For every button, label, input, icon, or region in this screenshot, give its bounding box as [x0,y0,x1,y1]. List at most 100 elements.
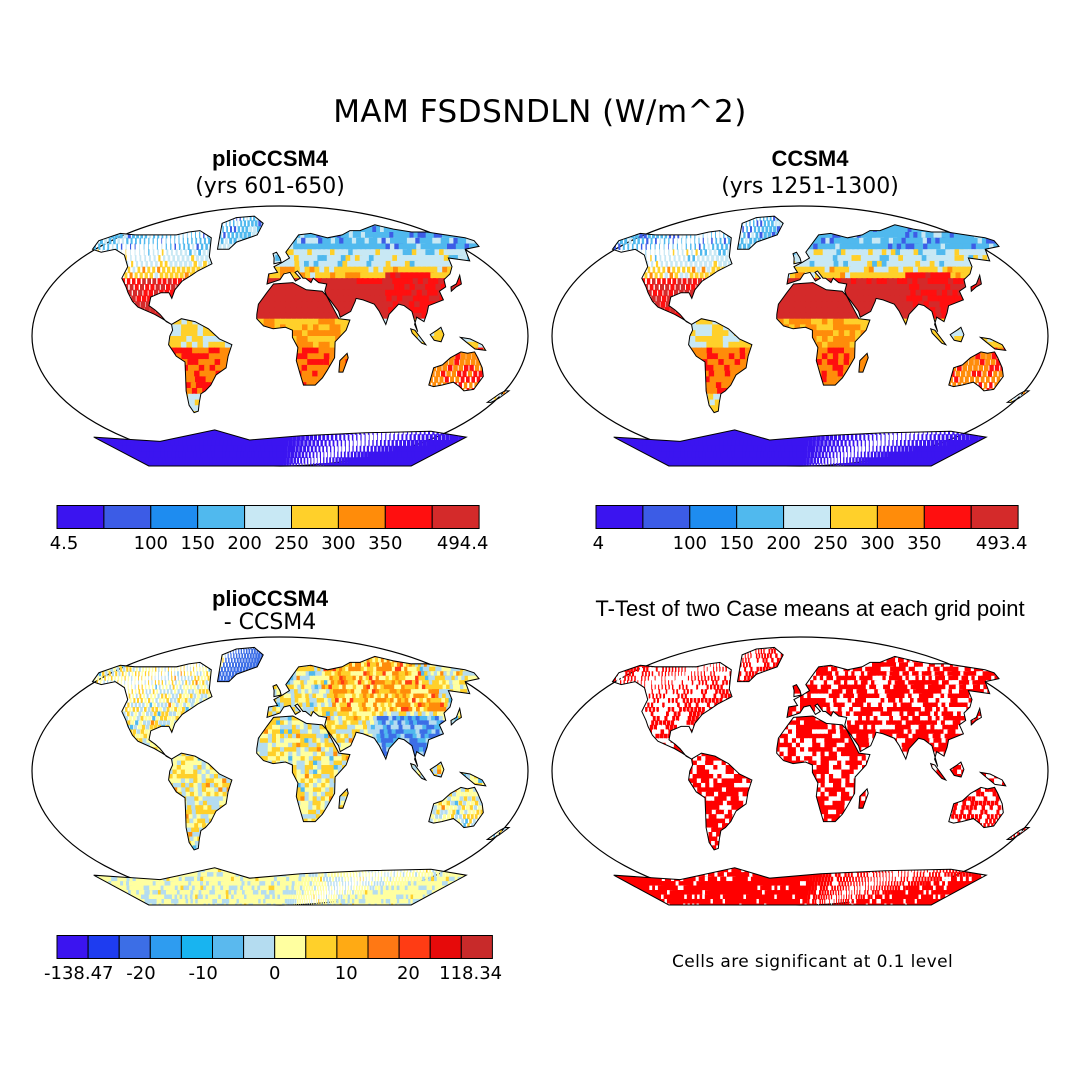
coastline-antarctica [93,867,468,906]
panel-tr-title: CCSM4 [540,146,1080,172]
coastline-sumatra [409,762,428,782]
colorbar-tick-label: -138.47 [44,963,113,984]
map-difference [31,636,529,906]
coastline-japan [450,706,462,726]
coastline-southAmerica [688,318,753,414]
colorbar-swatch [876,505,925,529]
coastline-borneo [949,326,965,343]
colorbar-swatch [149,935,182,959]
coastline-newGuinea [458,771,487,787]
coastline-madagascar [338,352,349,373]
coastline-eurasia [786,655,1000,767]
coastline-uk [272,251,282,265]
coastline-australia [948,351,1004,392]
coastline-newGuinea [458,336,487,352]
colorbar-tick-label: 350 [368,533,402,554]
colorbar-tick-label: 300 [321,533,355,554]
colorbar-tick-label: 4.5 [50,533,79,554]
figure-title: MAM FSDSNDLN (W/m^2) [0,94,1080,130]
colorbar-swatch [429,935,462,959]
colorbar-tick-label: 300 [860,533,894,554]
coastline-antarctica [93,429,468,467]
panel-tl-subtitle: (yrs 601-650) [0,174,540,199]
coastline-newGuinea [978,336,1007,352]
colorbar-swatch [150,505,199,529]
coastline-northAmerica [611,230,733,325]
map-plioccsm4 [31,205,529,467]
panel-bl-subtitle: - CCSM4 [0,610,540,635]
panel-bl-title: plioCCSM4 [0,586,540,612]
colorbar-tick-label: 350 [907,533,941,554]
coastline-madagascar [858,787,869,809]
colorbar-swatch [87,935,120,959]
colorbar-swatch [783,505,832,529]
colorbar-swatch [337,505,386,529]
colorbar-swatch [830,505,878,529]
coastline-sumatra [929,328,948,346]
coastline-greenland [736,646,784,683]
coastline-southAmerica [168,318,233,414]
coastline-nz [1005,827,1031,840]
colorbar-tick-label: 0 [269,963,280,984]
colorbar-swatch [118,935,151,959]
colorbar-swatch [291,505,339,529]
coastline-uk [792,683,802,698]
coastline-sumatra [409,328,428,346]
colorbar-tick-label: 200 [766,533,800,554]
coastline-japan [450,273,462,293]
colorbar-plioccsm4 [56,505,480,529]
coastline-africa [776,282,871,386]
coastline-eurasia [786,224,1000,332]
colorbar-swatch [212,935,245,959]
coastline-greenland [216,215,264,250]
colorbar-swatch [460,935,493,959]
coastline-japan [970,706,982,726]
colorbar-tick-label: 100 [673,533,707,554]
coastline-japan [970,273,982,293]
colorbar-tick-label: 250 [274,533,308,554]
colorbar-swatch [923,505,972,529]
significance-note: Cells are significant at 0.1 level [672,952,953,972]
colorbar-tick-label: -20 [126,963,155,984]
coastline-nz [485,827,511,840]
coastline-newGuinea [978,771,1007,787]
coastline-sumatra [929,762,948,782]
coastline-southAmerica [688,752,753,851]
coastline-australia [948,786,1004,829]
coastline-antarctica [613,429,988,467]
coastline-greenland [736,215,784,250]
colorbar-tick-label: 150 [720,533,754,554]
coastline-uk [272,683,282,698]
colorbar-tick-label: -10 [188,963,217,984]
coastline-borneo [429,761,445,778]
colorbar-tick-label: 20 [397,963,420,984]
coastline-borneo [429,326,445,343]
coastline-africa [776,715,871,823]
colorbar-ccsm4 [595,505,1019,529]
coastline-australia [428,786,484,829]
colorbar-swatch [197,505,246,529]
colorbar-swatch [970,505,1019,529]
colorbar-swatch [689,505,738,529]
colorbar-tick-label: 100 [134,533,168,554]
coastline-nz [485,390,511,403]
coastline-antarctica [613,867,988,906]
colorbar-swatch [243,935,276,959]
colorbar-swatch [736,505,785,529]
coastline-northAmerica [91,661,213,760]
colorbar-tick-label: 10 [335,963,358,984]
colorbar-tick-label: 494.4 [437,533,489,554]
colorbar-difference [56,935,493,959]
colorbar-swatch [103,505,152,529]
panel-br-title: T-Test of two Case means at each grid po… [530,596,1080,622]
colorbar-swatch [642,505,691,529]
coastline-madagascar [338,787,349,809]
colorbar-tick-label: 250 [813,533,847,554]
colorbar-tick-label: 150 [181,533,215,554]
colorbar-tick-label: 4 [593,533,604,554]
coastline-borneo [949,761,965,778]
colorbar-tick-label: 493.4 [976,533,1028,554]
colorbar-swatch [595,505,644,529]
coastline-northAmerica [611,661,733,760]
colorbar-swatch [384,505,433,529]
